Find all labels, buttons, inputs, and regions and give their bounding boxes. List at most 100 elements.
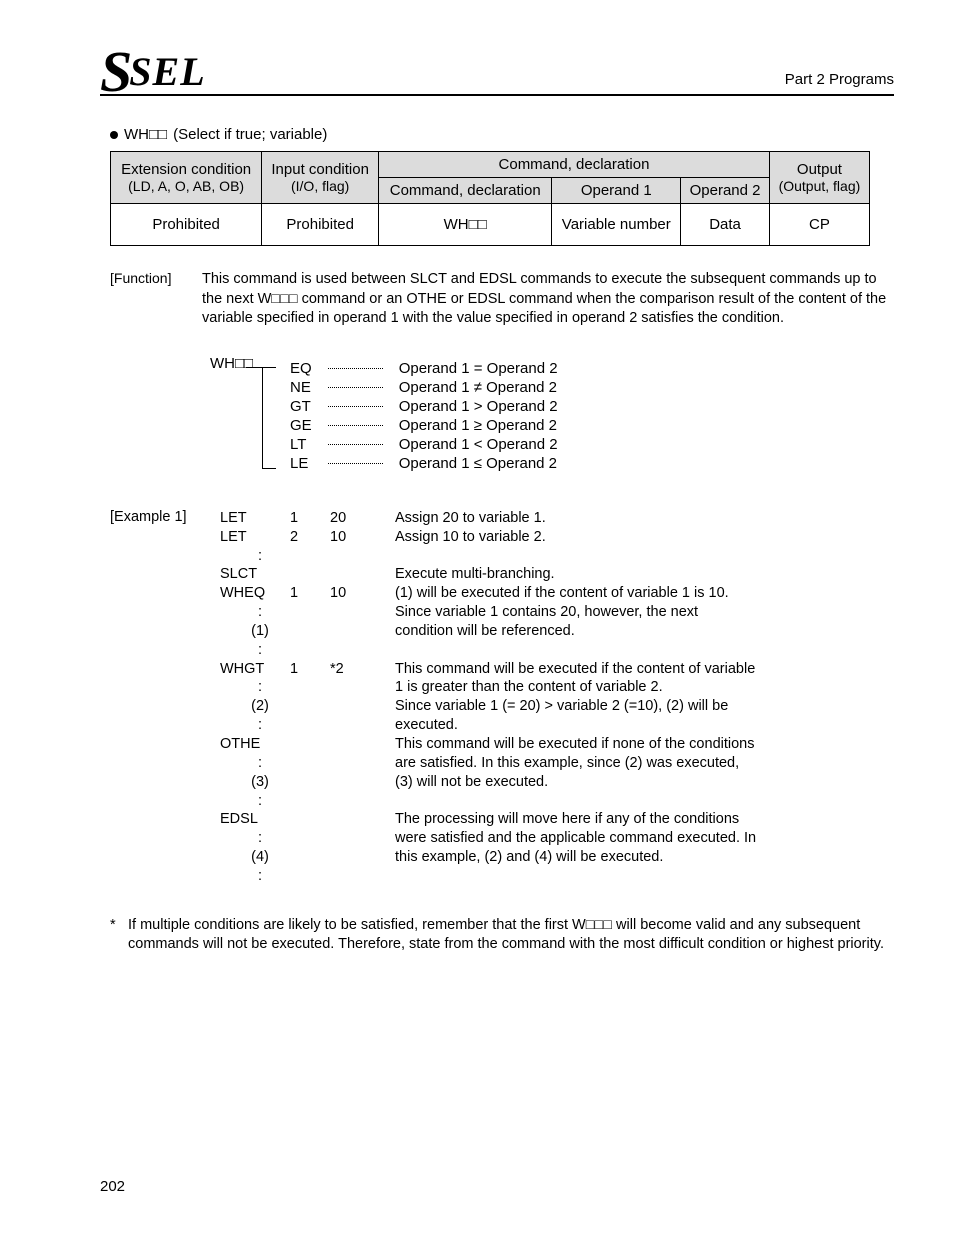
code-cell — [330, 735, 385, 754]
th-ext-sub: (LD, A, O, AB, OB) — [128, 178, 244, 194]
code-cell — [290, 622, 330, 641]
logo-text: SEL — [129, 54, 205, 90]
condition-row: LT Operand 1 < Operand 2 — [282, 435, 566, 454]
code-cell — [330, 810, 385, 829]
function-block: [Function] This command is used between … — [110, 270, 894, 329]
bracket-ext — [246, 367, 262, 368]
bracket — [262, 367, 276, 469]
td-out: CP — [769, 204, 869, 246]
footnote: * If multiple conditions are likely to b… — [110, 916, 894, 955]
code-cell: (2) — [220, 697, 290, 716]
footnote-text: If multiple conditions are likely to be … — [128, 916, 894, 955]
condition-row: EQOperand 1 = Operand 2 — [282, 359, 566, 378]
code-cell: SLCT — [220, 565, 290, 584]
th-ext-text: Extension condition — [121, 161, 251, 178]
th-cmd-decl: Command, declaration — [379, 152, 770, 178]
code-cell: this example, (2) and (4) will be execut… — [385, 848, 756, 867]
td-cmd: WH□□ — [379, 204, 552, 246]
code-cell — [330, 697, 385, 716]
cond-dots — [320, 435, 391, 454]
code-cell: : — [220, 867, 290, 886]
code-cell: 10 — [330, 584, 385, 603]
code-cell: (1) will be executed if the content of v… — [385, 584, 756, 603]
cond-op: LE — [282, 454, 320, 473]
cond-op: GT — [282, 397, 320, 416]
code-cell: : — [220, 792, 290, 811]
code-cell: 1 is greater than the content of variabl… — [385, 678, 756, 697]
td-in: Prohibited — [262, 204, 379, 246]
code-cell — [330, 603, 385, 622]
code-cell — [290, 641, 330, 660]
footnote-star: * — [110, 916, 122, 955]
td-op1: Variable number — [552, 204, 681, 246]
code-cell — [385, 792, 756, 811]
code-cell — [290, 697, 330, 716]
code-cell — [330, 716, 385, 735]
code-cell: Since variable 1 (= 20) > variable 2 (=1… — [385, 697, 756, 716]
cond-op: EQ — [282, 359, 320, 378]
code-cell: WHEQ — [220, 584, 290, 603]
code-cell: : — [220, 754, 290, 773]
cond-op: NE — [282, 378, 320, 397]
code-cell: condition will be referenced. — [385, 622, 756, 641]
part-label: Part 2 Programs — [785, 71, 894, 92]
cond-desc: Operand 1 ≠ Operand 2 — [391, 378, 566, 397]
code-cell: The processing will move here if any of … — [385, 810, 756, 829]
code-cell: LET — [220, 528, 290, 547]
code-cell: Execute multi-branching. — [385, 565, 756, 584]
condition-row: GE Operand 1 ≥ Operand 2 — [282, 416, 566, 435]
function-label: [Function] — [110, 270, 190, 329]
cond-op: GE — [282, 416, 320, 435]
code-cell: : — [220, 678, 290, 697]
code-cell — [290, 773, 330, 792]
code-grid: LET120Assign 20 to variable 1.LET210Assi… — [220, 509, 756, 886]
page-number: 202 — [100, 1178, 125, 1195]
code-cell: 2 — [290, 528, 330, 547]
page-header: S SEL Part 2 Programs — [100, 40, 894, 96]
code-cell — [290, 678, 330, 697]
condition-block: WH□□ EQOperand 1 = Operand 2NEOperand 1 … — [210, 359, 894, 473]
code-cell — [290, 735, 330, 754]
code-cell — [290, 716, 330, 735]
code-cell: were satisfied and the applicable comman… — [385, 829, 756, 848]
condition-row: NE Operand 1 ≠ Operand 2 — [282, 378, 566, 397]
cond-dots — [320, 378, 391, 397]
section-title: WH□□ (Select if true; variable) — [110, 126, 894, 143]
cond-op: LT — [282, 435, 320, 454]
code-cell — [385, 547, 756, 566]
code-cell: 1 — [290, 660, 330, 679]
code-cell: executed. — [385, 716, 756, 735]
code-cell: 1 — [290, 584, 330, 603]
code-cell — [330, 565, 385, 584]
th-out: Output (Output, flag) — [769, 152, 869, 204]
cond-desc: Operand 1 < Operand 2 — [391, 435, 566, 454]
code-cell: are satisfied. In this example, since (2… — [385, 754, 756, 773]
code-cell — [330, 829, 385, 848]
function-text: This command is used between SLCT and ED… — [202, 270, 894, 329]
code-cell — [330, 754, 385, 773]
code-cell — [385, 867, 756, 886]
code-cell — [290, 792, 330, 811]
code-cell — [290, 867, 330, 886]
code-cell: 1 — [290, 509, 330, 528]
cond-dots — [320, 397, 391, 416]
code-cell — [290, 547, 330, 566]
th-ext: Extension condition (LD, A, O, AB, OB) — [111, 152, 262, 204]
th-out-sub: (Output, flag) — [779, 178, 861, 194]
code-cell: Since variable 1 contains 20, however, t… — [385, 603, 756, 622]
wh-label: WH□□ — [210, 355, 253, 372]
code-cell: 10 — [330, 528, 385, 547]
cond-dots — [320, 454, 391, 473]
code-cell: (3) will not be executed. — [385, 773, 756, 792]
code-cell: (4) — [220, 848, 290, 867]
cond-desc: Operand 1 ≥ Operand 2 — [391, 416, 566, 435]
code-cell: WHGT — [220, 660, 290, 679]
th-in-text: Input condition — [271, 161, 369, 178]
logo-big-s: S — [100, 46, 133, 98]
bullet-icon — [110, 131, 118, 139]
command-table: Extension condition (LD, A, O, AB, OB) I… — [110, 151, 870, 246]
code-cell — [290, 810, 330, 829]
code-cell — [330, 678, 385, 697]
th-in: Input condition (I/O, flag) — [262, 152, 379, 204]
code-cell: : — [220, 716, 290, 735]
